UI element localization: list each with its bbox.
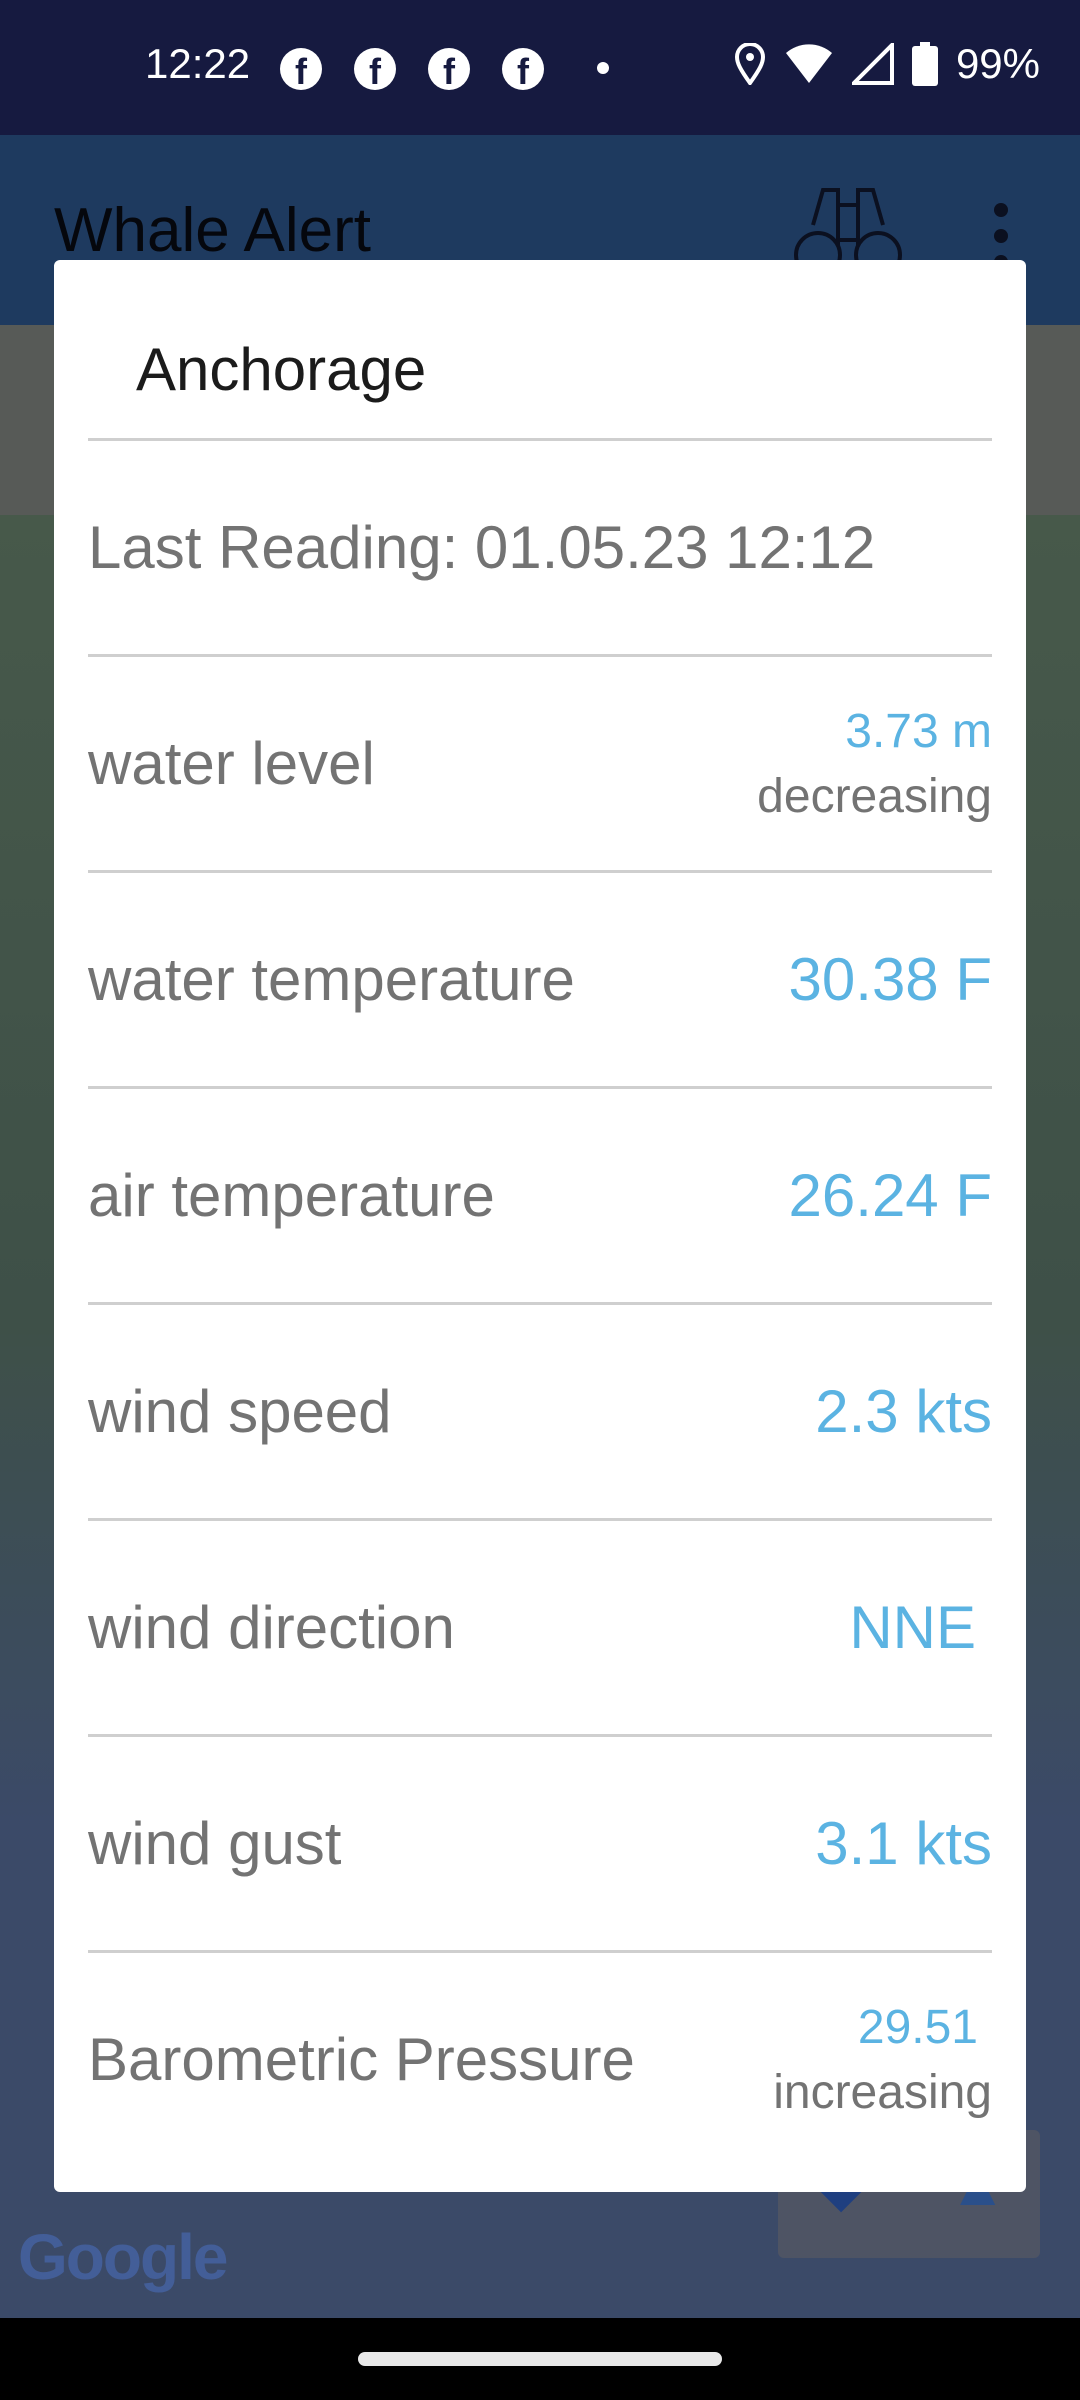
home-gesture-handle[interactable] (358, 2352, 722, 2366)
reading-row-air-temperature: air temperature 26.24 F (88, 1089, 992, 1302)
reading-value: 2.3 kts (815, 1378, 992, 1445)
battery-icon (911, 42, 938, 86)
last-reading-row: Last Reading: 01.05.23 12:12 (88, 441, 992, 654)
divider (88, 1302, 992, 1305)
reading-row-wind-direction: wind direction NNE (88, 1521, 992, 1734)
divider (88, 1734, 992, 1737)
reading-trend: increasing (773, 2065, 992, 2119)
divider (88, 654, 992, 657)
divider (88, 870, 992, 873)
clock: 12:22 (145, 40, 251, 87)
reading-row-water-temperature: water temperature 30.38 F (88, 873, 992, 1086)
reading-value: 3.73 m (845, 704, 992, 758)
signal-icon (851, 43, 894, 85)
reading-value: NNE (849, 1594, 976, 1661)
reading-trend: decreasing (757, 769, 992, 823)
reading-label: air temperature (88, 1162, 495, 1229)
divider (88, 1950, 992, 1953)
reading-row-wind-gust: wind gust 3.1 kts (88, 1737, 992, 1950)
more-notifications-dot-icon (597, 62, 609, 74)
reading-label: wind direction (88, 1594, 455, 1661)
reading-label: wind speed (88, 1378, 392, 1445)
station-dialog: Anchorage Last Reading: 01.05.23 12:12 w… (54, 260, 1026, 2192)
last-reading: Last Reading: 01.05.23 12:12 (88, 514, 876, 581)
dialog-title: Anchorage (136, 336, 427, 403)
reading-value: 29.51 (857, 2000, 978, 2054)
google-logo: Google (18, 2221, 228, 2293)
reading-row-wind-speed: wind speed 2.3 kts (88, 1305, 992, 1518)
facebook-icon: f (280, 48, 322, 92)
reading-value: 30.38 F (788, 946, 992, 1013)
app-title: Whale Alert (54, 196, 372, 265)
divider (88, 1086, 992, 1089)
reading-label: water level (88, 730, 375, 797)
reading-label: water temperature (88, 946, 575, 1013)
reading-row-barometric-pressure: Barometric Pressure 29.51 increasing (88, 1953, 992, 2166)
divider (88, 438, 992, 441)
divider (88, 1518, 992, 1521)
reading-label: Barometric Pressure (88, 2026, 635, 2093)
reading-value: 26.24 F (788, 1162, 992, 1229)
status-bar: 12:22 f f f f 99% (0, 0, 1080, 135)
wifi-icon (785, 44, 832, 83)
reading-label: wind gust (88, 1810, 342, 1877)
facebook-icon: f (354, 48, 396, 92)
reading-row-water-level: water level 3.73 m decreasing (88, 657, 992, 870)
battery-percent: 99% (955, 40, 1040, 87)
facebook-icon: f (502, 48, 544, 92)
facebook-icon: f (428, 48, 470, 92)
reading-value: 3.1 kts (815, 1810, 992, 1877)
location-icon (734, 43, 765, 85)
